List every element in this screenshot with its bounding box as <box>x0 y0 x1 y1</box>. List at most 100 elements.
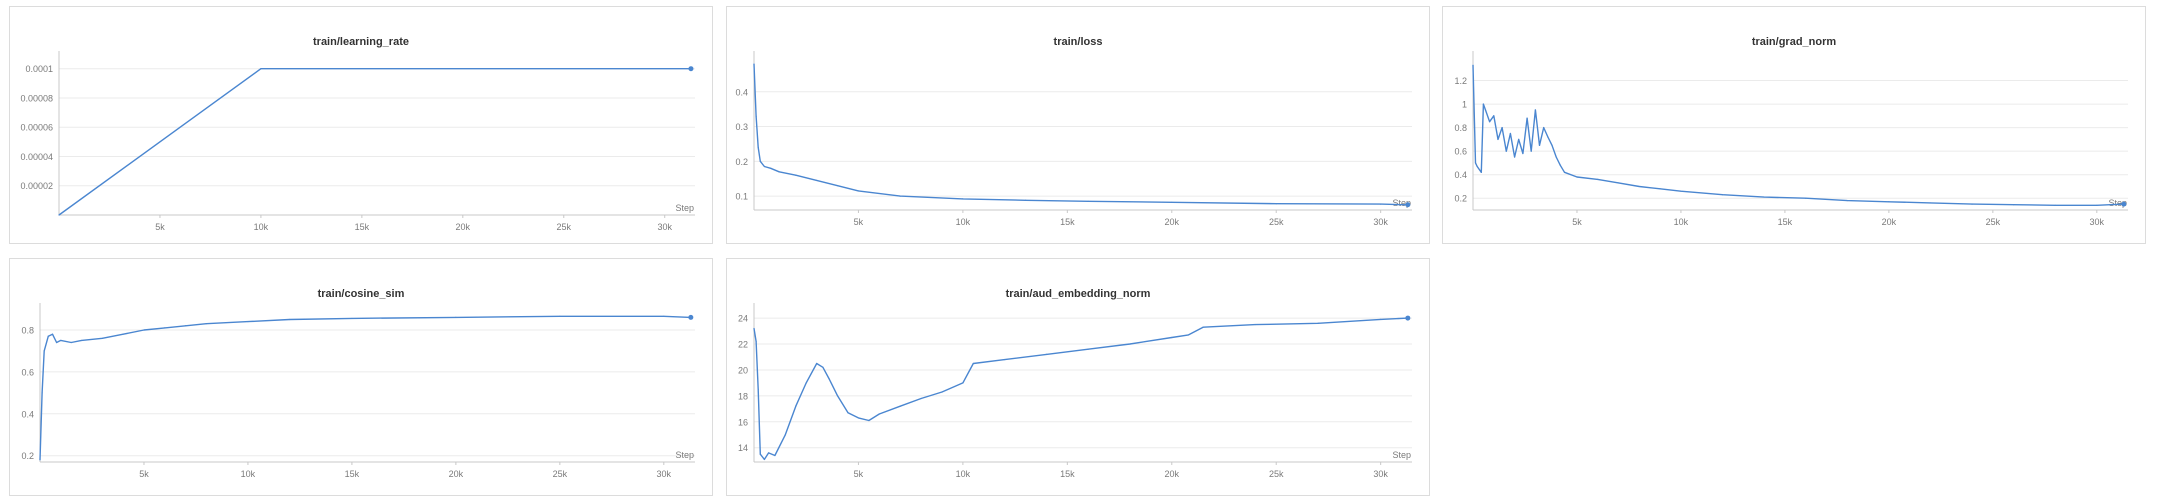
data-point <box>1597 178 1599 180</box>
chart-svg: 0.00002 0.00004 0.00006 0.00008 0.0001 5k 10k 1… <box>20 51 695 232</box>
chart-panel-loss: train/loss 0.1 0.2 0.3 0.4 5k 10k 15k 20k 25k 30k… <box>726 6 1430 244</box>
data-point <box>1526 117 1528 119</box>
chart-title: train/aud_embedding_norm <box>1005 288 1151 300</box>
data-point <box>1187 334 1190 336</box>
data-point <box>1518 138 1520 140</box>
data-point <box>1543 127 1545 129</box>
chart-title: train/learning_rate <box>313 36 409 48</box>
data-point <box>1659 188 1661 190</box>
series-line <box>753 317 1408 461</box>
data-point <box>1721 194 1724 196</box>
y-tick-label: 1 <box>1462 100 1467 110</box>
x-tick-label: 5k <box>854 469 864 479</box>
data-point <box>763 458 766 461</box>
data-point <box>2054 204 2056 206</box>
data-point <box>1045 353 1048 355</box>
y-tick-label: 0.00006 <box>20 123 53 133</box>
data-point <box>759 453 761 455</box>
y-tick-label: 0.8 <box>1454 123 1467 133</box>
x-tick-label: 30k <box>1373 217 1388 227</box>
data-point <box>1254 323 1256 326</box>
data-point <box>247 320 249 323</box>
data-point <box>763 165 766 168</box>
series-end-point <box>1405 202 1411 208</box>
y-tick-label: 0.6 <box>21 367 34 377</box>
data-point <box>351 317 353 320</box>
data-point <box>1275 203 1277 205</box>
series-end-point <box>688 314 694 320</box>
chart-panel-cosine-sim: train/cosine_sim 0.2 0.4 0.6 0.8 5k 10k 15k 20k… <box>9 258 713 496</box>
data-point <box>1474 162 1477 164</box>
data-point <box>205 323 207 325</box>
data-point <box>755 115 757 117</box>
data-point <box>101 337 103 339</box>
data-point <box>1680 190 1682 192</box>
data-point <box>753 327 755 330</box>
y-tick-label: 0.3 <box>735 122 748 132</box>
data-point <box>1846 199 1848 202</box>
x-axis-title: Step <box>675 450 694 460</box>
data-point <box>1129 343 1131 345</box>
chart-panel-learning-rate: train/learning_rate 0.00002 0.00004 0.0000… <box>9 6 713 244</box>
data-point <box>2096 204 2098 206</box>
x-tick-label: 20k <box>1165 217 1180 227</box>
x-tick-label: 10k <box>956 469 971 479</box>
x-tick-label: 30k <box>657 469 672 479</box>
data-point <box>759 160 761 162</box>
x-tick-label: 10k <box>956 217 971 227</box>
y-tick-label: 0.1 <box>735 192 748 202</box>
data-point <box>2013 204 2015 206</box>
x-tick-label: 25k <box>1986 217 2001 227</box>
y-tick-label: 0.4 <box>1454 170 1467 180</box>
data-point <box>70 341 72 344</box>
y-tick-label: 0.00002 <box>20 181 53 191</box>
x-tick-label: 5k <box>139 469 149 479</box>
y-tick-label: 0.0001 <box>25 64 53 74</box>
series-end-point <box>2121 201 2127 207</box>
data-point <box>1638 185 1640 188</box>
chart-svg: 14 16 18 20 22 24 5k 10k 15k 20k 25k 30k Step <box>738 303 1412 479</box>
data-point <box>1501 127 1503 129</box>
data-point <box>164 327 166 329</box>
data-point <box>1513 156 1516 158</box>
data-point <box>795 174 797 176</box>
data-point <box>941 391 943 393</box>
data-point <box>559 315 561 317</box>
data-point <box>1805 197 1807 199</box>
y-tick-label: 0.2 <box>735 157 748 167</box>
data-point <box>455 316 457 318</box>
y-tick-label: 0.8 <box>21 325 34 335</box>
series-line <box>753 63 1408 206</box>
x-tick-label: 25k <box>1269 469 1284 479</box>
data-point <box>1555 156 1557 158</box>
data-point <box>1380 318 1382 320</box>
data-point <box>56 341 58 344</box>
data-point <box>805 382 807 384</box>
data-point <box>122 333 124 335</box>
data-point <box>757 146 759 149</box>
data-point <box>39 459 41 461</box>
x-tick-label: 20k <box>456 222 471 232</box>
x-tick-label: 15k <box>355 222 370 232</box>
data-point <box>878 413 880 415</box>
data-point <box>43 350 45 352</box>
series-line <box>39 315 691 460</box>
data-point <box>663 315 665 317</box>
data-point <box>768 452 770 454</box>
data-point <box>184 325 187 327</box>
data-point <box>51 333 54 335</box>
data-point <box>899 195 901 197</box>
x-tick-label: 5k <box>1572 217 1582 227</box>
y-tick-label: 24 <box>738 314 748 324</box>
chart-title: train/grad_norm <box>1751 36 1837 48</box>
y-tick-label: 22 <box>738 340 748 350</box>
data-point <box>1493 115 1495 117</box>
series-end-point <box>1405 315 1411 321</box>
x-tick-label: 20k <box>1882 217 1897 227</box>
data-point <box>1530 150 1532 152</box>
data-point <box>1522 152 1524 155</box>
data-point <box>1509 132 1512 135</box>
data-point <box>822 366 824 368</box>
series-line <box>1472 65 2124 206</box>
